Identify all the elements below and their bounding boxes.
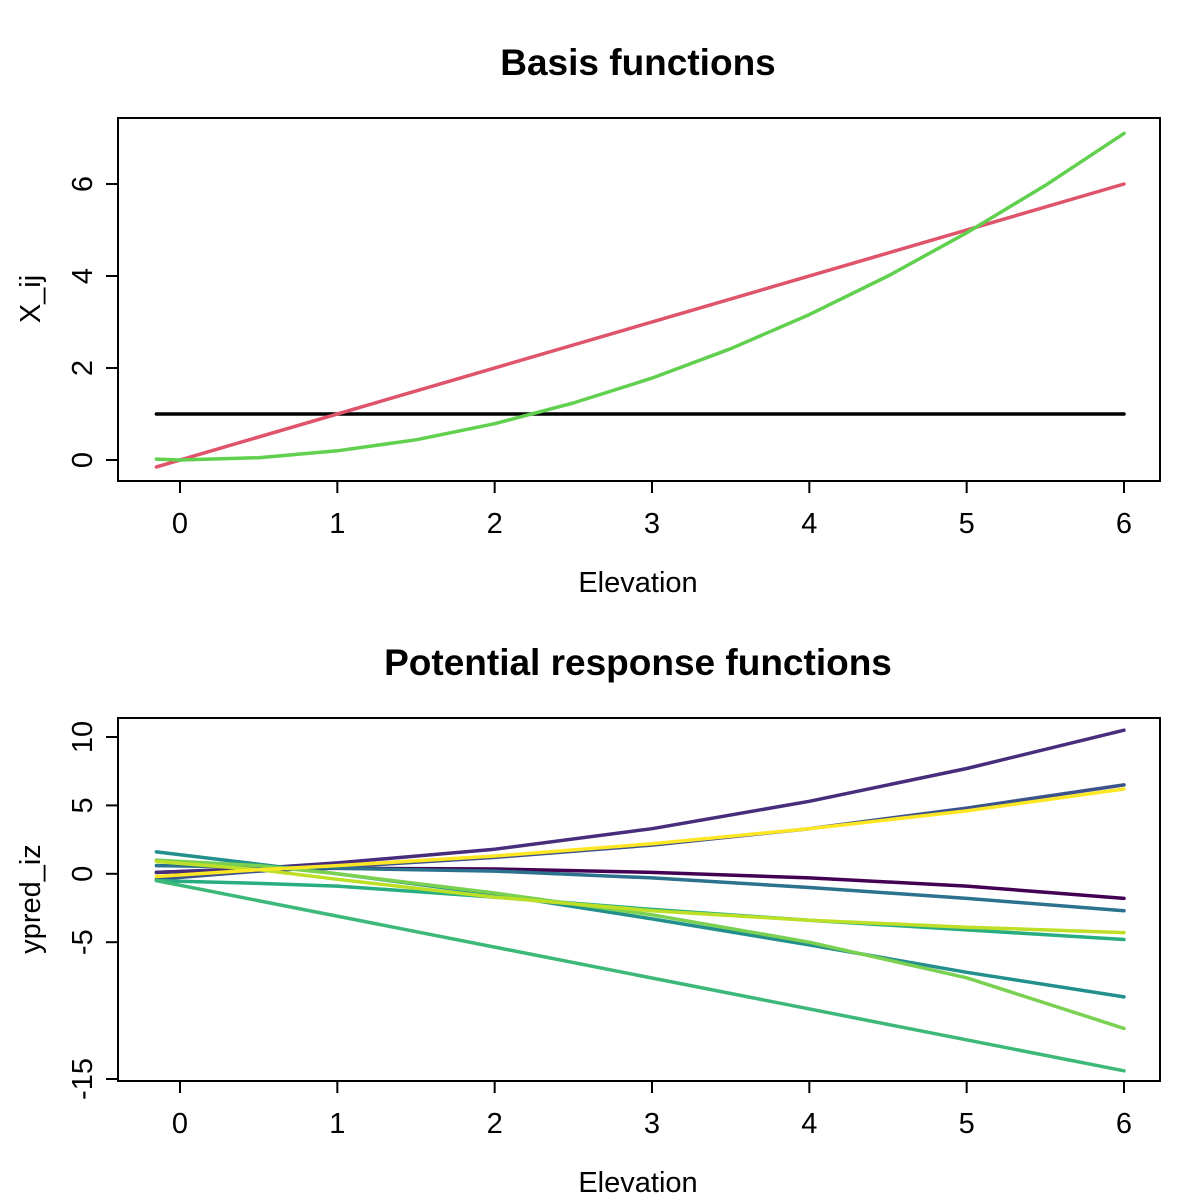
y-tick-label: 0 [67, 866, 99, 882]
x-tick-label: 5 [959, 508, 975, 540]
y-axis: 0 2 4 6 [67, 176, 118, 468]
x-tick-label: 1 [329, 508, 345, 540]
x-axis: 0 1 2 3 4 5 6 [172, 481, 1132, 540]
series-line-3 [154, 131, 1126, 462]
x-tick-label: 4 [801, 1108, 817, 1140]
x-tick-label: 3 [644, 508, 660, 540]
series-group [154, 728, 1126, 1073]
plot-frame [117, 717, 1161, 1082]
y-tick-label: -5 [67, 929, 99, 955]
y-tick-label: 2 [67, 360, 99, 376]
x-tick-label: 0 [172, 508, 188, 540]
series-line-9 [154, 859, 1126, 935]
x-tick-label: 1 [329, 1108, 345, 1140]
y-axis: 10 5 0 -5 -15 [67, 721, 118, 1100]
x-tick-label: 2 [487, 1108, 503, 1140]
plot-frame [117, 117, 1161, 482]
x-tick-label: 5 [959, 1108, 975, 1140]
series-line-2 [154, 182, 1126, 469]
x-axis-title: Elevation [578, 567, 697, 599]
x-tick-label: 6 [1116, 1108, 1132, 1140]
y-axis-title: ypred_iz [15, 844, 47, 954]
series-line-10 [154, 787, 1126, 879]
chart-title: Basis functions [500, 42, 776, 83]
y-axis-title: X_ij [15, 275, 47, 323]
y-tick-label: 4 [67, 268, 99, 284]
basis-functions-panel: Basis functions 0 1 2 3 4 5 6 0 2 4 6 Elevation X… [15, 42, 1161, 599]
x-tick-label: 6 [1116, 508, 1132, 540]
series-line-2 [154, 728, 1126, 875]
x-tick-label: 0 [172, 1108, 188, 1140]
y-tick-label: -15 [67, 1058, 99, 1100]
series-line-7 [154, 878, 1126, 1073]
series-group [154, 131, 1126, 469]
chart-title: Potential response functions [384, 642, 892, 683]
x-axis: 0 1 2 3 4 5 6 [172, 1081, 1132, 1140]
potential-response-panel: Potential response functions 0 1 2 3 4 5 6 10 5… [15, 642, 1161, 1199]
x-tick-label: 3 [644, 1108, 660, 1140]
y-tick-label: 6 [67, 176, 99, 192]
x-axis-title: Elevation [578, 1167, 697, 1199]
y-tick-label: 0 [67, 452, 99, 468]
y-tick-label: 10 [67, 721, 99, 753]
y-tick-label: 5 [67, 797, 99, 813]
x-tick-label: 2 [487, 508, 503, 540]
x-tick-label: 4 [801, 508, 817, 540]
